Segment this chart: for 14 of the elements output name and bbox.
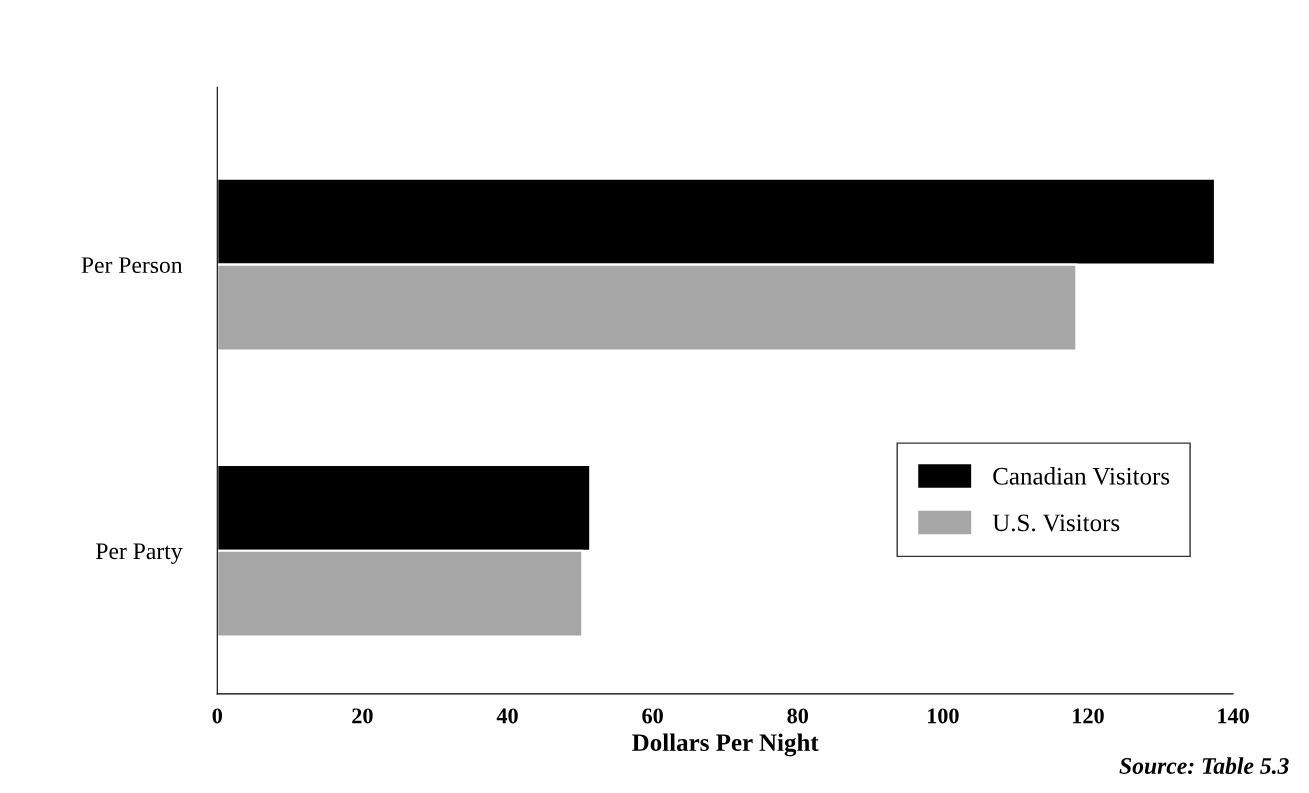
- x-tick-label: 0: [212, 708, 222, 724]
- legend-label: U.S. Visitors: [992, 514, 1120, 532]
- x-tick-label: 20: [352, 708, 373, 724]
- x-tick-label: 100: [927, 708, 959, 724]
- x-tick-label: 40: [496, 708, 518, 724]
- x-tick-label: 60: [642, 708, 663, 724]
- source-note: Source: Table 5.3: [1119, 757, 1289, 775]
- x-tick-label: 80: [787, 708, 809, 724]
- x-tick-label: 140: [1218, 708, 1249, 724]
- y-tick-label: Per Person: [81, 257, 183, 274]
- x-tick-label: 120: [1073, 708, 1104, 724]
- x-axis-title: Dollars Per Night: [632, 733, 819, 757]
- y-tick-label: Per Party: [96, 543, 183, 565]
- legend-label: Canadian Visitors: [993, 467, 1170, 485]
